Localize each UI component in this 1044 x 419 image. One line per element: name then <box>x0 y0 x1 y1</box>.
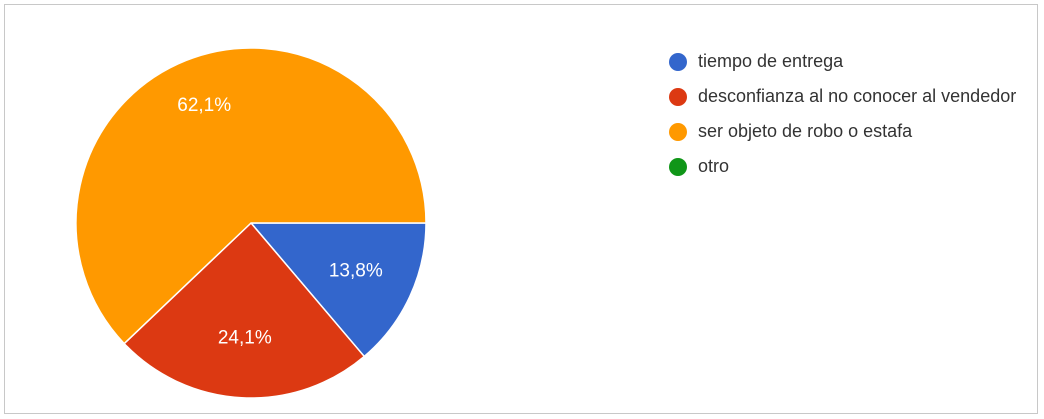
legend-marker-icon <box>669 53 687 71</box>
legend-label: desconfianza al no conocer al vendedor <box>698 86 1017 106</box>
pie-slice-1[interactable] <box>123 221 366 399</box>
slice-value-label-0: 13,8% <box>329 261 383 282</box>
legend-marker-icon <box>669 123 687 141</box>
legend-label: ser objeto de robo o estafa <box>698 121 913 141</box>
legend: tiempo de entrega desconfianza al no cono… <box>669 47 1039 187</box>
chart-frame: 13,8% 24,1% 62,1% tiempo de entrega desconf… <box>4 4 1038 414</box>
legend-item-3[interactable]: otro <box>669 152 1039 181</box>
pie-slice-0[interactable] <box>249 222 427 358</box>
legend-marker-icon <box>669 88 687 106</box>
pie-slice-2[interactable] <box>75 47 427 345</box>
pie-chart: 13,8% 24,1% 62,1% <box>75 47 427 399</box>
legend-item-2[interactable]: ser objeto de robo o estafa <box>669 117 1039 146</box>
legend-item-1[interactable]: desconfianza al no conocer al vendedor <box>669 82 1039 111</box>
legend-label: otro <box>698 156 730 176</box>
legend-label: tiempo de entrega <box>698 51 844 71</box>
legend-item-0[interactable]: tiempo de entrega <box>669 47 1039 76</box>
legend-marker-icon <box>669 158 687 176</box>
slice-value-label-2: 62,1% <box>177 95 231 116</box>
slice-value-label-1: 24,1% <box>218 327 272 348</box>
